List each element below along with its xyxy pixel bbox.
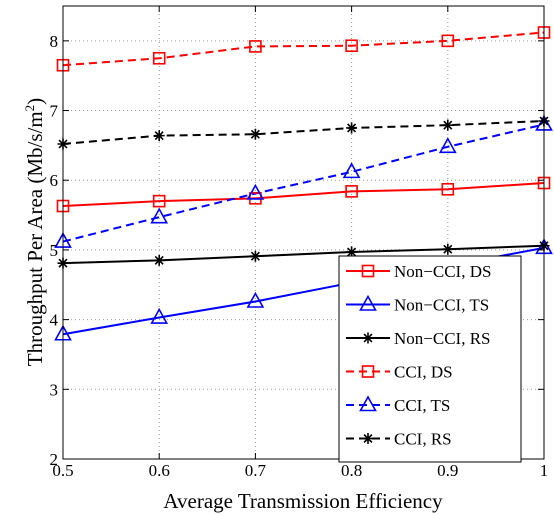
series-line-3 [62, 244, 545, 265]
axis-tick-labels: 0.5 0.6 0.7 0.8 0.9 1 2 3 4 5 6 7 8 [50, 32, 549, 480]
legend-label-6: CCI, RS [394, 430, 452, 449]
legend-marker-5 [359, 395, 377, 412]
series-4-point [249, 40, 262, 53]
y-tick-label: 7 [50, 102, 59, 121]
series-3-point [249, 250, 261, 262]
legend-label-1: Non−CCI, DS [394, 262, 491, 281]
legend-label-4: CCI, DS [394, 363, 453, 382]
legend-label-3: Non−CCI, RS [394, 329, 491, 348]
series-1-point [345, 185, 358, 198]
x-axis-label: Average Transmission Efficiency [163, 489, 443, 513]
plot-frame [62, 5, 545, 460]
series-lines [62, 31, 545, 336]
x-tick-label: 1 [540, 461, 549, 480]
series-4-point [345, 39, 358, 53]
series-2-point [150, 307, 169, 324]
y-tick-label: 6 [50, 171, 59, 190]
x-tick-label: 0.7 [245, 461, 267, 480]
y-tick-label: 3 [50, 380, 59, 399]
series-3-point [442, 243, 454, 255]
series-6-point [153, 130, 165, 142]
series-3-point [346, 246, 358, 258]
series-line-5 [62, 123, 545, 243]
legend-marker-6 [362, 433, 374, 444]
legend-marker-4 [361, 365, 375, 378]
y-axis-label-superscript: 2 [22, 105, 37, 112]
series-5-point [342, 162, 361, 179]
series-6-point [442, 119, 454, 131]
series-line-6 [62, 119, 545, 145]
legend-label-2: Non−CCI, TS [394, 296, 489, 315]
legend-marker-2 [359, 294, 377, 311]
series-2-point [246, 291, 265, 308]
legend-marker-3 [362, 332, 374, 344]
y-tick-label: 4 [50, 311, 59, 330]
series-6-point [346, 122, 358, 134]
y-tick-label: 5 [50, 241, 59, 260]
legend-box [338, 255, 522, 463]
series-line-4 [62, 31, 545, 67]
y-axis-label: Throughput Per Area (Mb/s/m2) [22, 98, 47, 366]
y-tick-label: 2 [50, 450, 59, 469]
legend-label-5: CCI, TS [394, 396, 450, 415]
series-1-point [152, 194, 166, 208]
series-1-point [441, 182, 455, 196]
series-4-point [152, 51, 166, 65]
x-tick-label: 0.6 [149, 461, 170, 480]
y-axis-label-close: ) [23, 98, 47, 105]
x-tick-label: 0.5 [52, 461, 73, 480]
x-tick-label: 0.9 [437, 461, 458, 480]
y-tick-label: 8 [50, 32, 59, 51]
series-4-point [441, 34, 455, 48]
series-6-point [249, 128, 261, 140]
y-axis-label-main: Throughput Per Area (Mb/s/m [23, 111, 47, 366]
series-5-point [438, 137, 457, 154]
series-line-1 [62, 182, 545, 208]
series-5-point [150, 207, 169, 224]
legend-marker-1 [361, 264, 375, 278]
legend: Non−CCI, DS Non−CCI, TS Non−CCI, RS CCI, DS… [338, 255, 522, 463]
series-5-point [246, 183, 265, 200]
x-tick-label: 0.8 [341, 461, 362, 480]
series-3-point [153, 254, 165, 266]
